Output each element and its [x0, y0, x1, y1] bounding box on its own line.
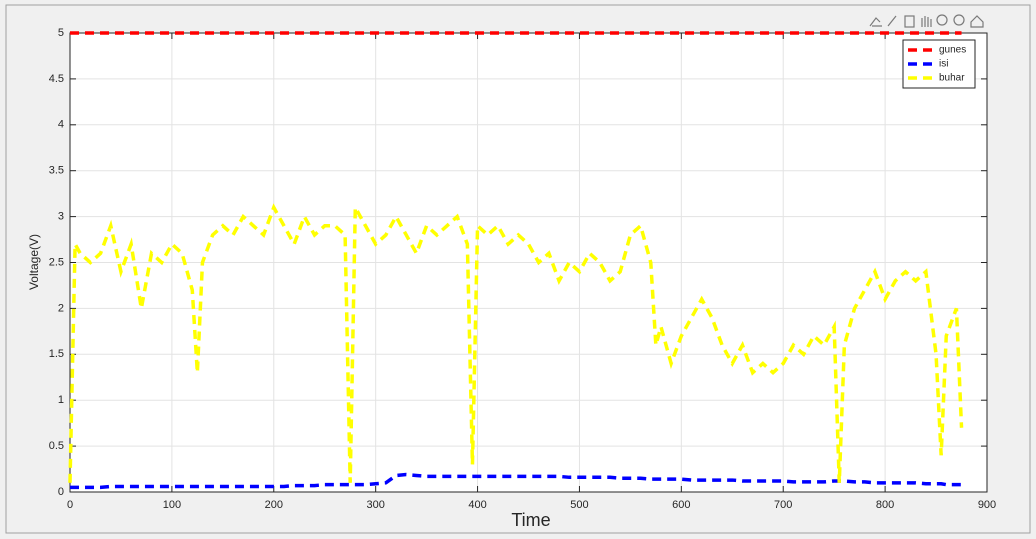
y-tick-label: 0: [58, 486, 64, 498]
x-tick-label: 500: [570, 499, 588, 511]
pan-icon[interactable]: [921, 16, 932, 27]
y-tick-label: 2.5: [49, 256, 64, 268]
legend-label: gunes: [939, 45, 966, 56]
toolbar[interactable]: [869, 14, 984, 28]
export-icon[interactable]: [869, 17, 882, 27]
brush-icon[interactable]: [887, 15, 897, 27]
x-tick-label: 600: [672, 499, 690, 511]
series-line: [70, 472, 962, 490]
x-tick-label: 900: [978, 499, 996, 511]
y-tick-label: 4.5: [49, 73, 64, 85]
datatip-icon[interactable]: [904, 15, 915, 28]
y-tick-label: 5: [58, 27, 64, 39]
x-tick-label: 400: [468, 499, 486, 511]
zoom-out-icon[interactable]: [953, 14, 965, 26]
y-tick-label: 1: [58, 394, 64, 406]
x-axis-label: Time: [511, 510, 550, 530]
y-axis-label: Voltage(V): [27, 234, 41, 290]
x-tick-label: 100: [163, 499, 181, 511]
y-tick-label: 3.5: [49, 165, 64, 177]
series-line: [68, 200, 964, 483]
x-tick-label: 200: [265, 499, 283, 511]
x-tick-label: 800: [876, 499, 894, 511]
legend-label: isi: [939, 59, 948, 70]
x-tick-label: 300: [366, 499, 384, 511]
x-tick-label: 0: [67, 499, 73, 511]
home-icon[interactable]: [970, 15, 984, 28]
x-tick-label: 700: [774, 499, 792, 511]
y-tick-label: 2: [58, 302, 64, 314]
y-tick-label: 3: [58, 211, 64, 223]
zoom-in-icon[interactable]: [936, 14, 948, 26]
y-tick-label: 0.5: [49, 440, 64, 452]
legend-label: buhar: [939, 73, 965, 84]
y-tick-label: 1.5: [49, 348, 64, 360]
y-tick-label: 4: [58, 119, 64, 131]
